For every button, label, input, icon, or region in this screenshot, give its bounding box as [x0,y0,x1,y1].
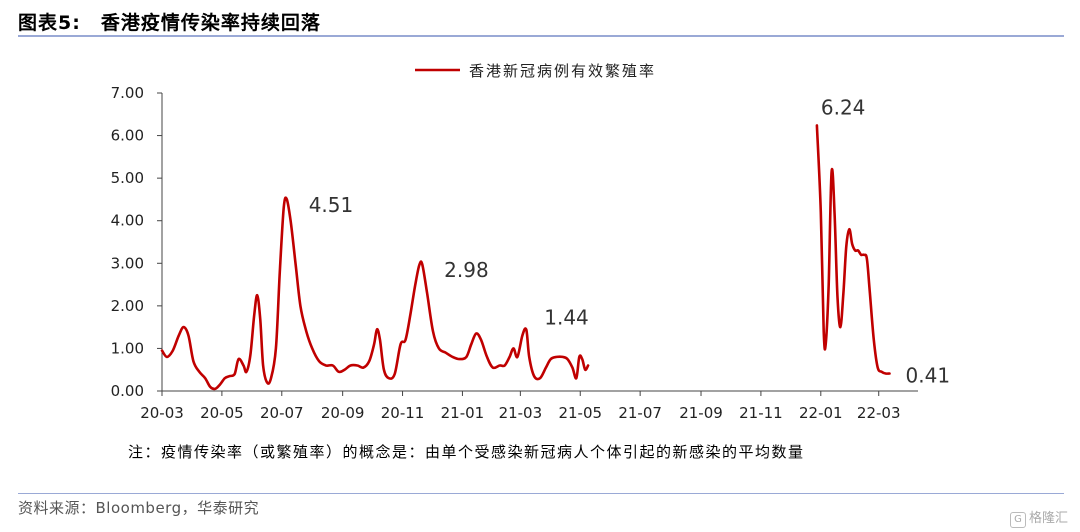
y-tick-label: 0.00 [111,382,144,400]
figure-title: 图表5: 香港疫情传染率持续回落 [18,12,321,34]
series-line-reproduction-rate [815,124,891,375]
x-axis-ticks: 20-03 20-05 20-07 20-09 20-11 21-01 21-03 21-05… [140,391,901,422]
series-lines [160,124,891,391]
x-tick-label: 20-11 [381,404,425,422]
axes [161,93,918,392]
source-divider [18,493,1064,494]
x-tick-label: 20-09 [321,404,365,422]
x-tick-label: 21-05 [558,404,602,422]
watermark-text: 格隆汇 [1028,511,1068,526]
x-tick-label: 21-03 [499,404,543,422]
x-tick-label: 21-01 [441,404,485,422]
peak-label: 6.24 [821,95,866,119]
x-tick-label: 22-03 [857,404,901,422]
y-tick-label: 4.00 [111,212,144,230]
chart-note: 注：疫情传染率（或繁殖率）的概念是：由单个受感染新冠病人个体引起的新感染的平均数… [128,443,805,461]
x-tick-label: 20-07 [260,404,304,422]
peak-annotations: 4.51 2.98 1.44 6.24 0.41 [309,95,950,387]
peak-label: 2.98 [444,258,489,282]
x-tick-label: 20-05 [200,404,244,422]
x-tick-label: 21-11 [739,404,783,422]
x-tick-label: 22-01 [799,404,843,422]
y-tick-label: 7.00 [111,84,144,102]
x-tick-label: 20-03 [140,404,184,422]
series-line-reproduction-rate [160,196,590,391]
y-axis-ticks: 0.00 1.00 2.00 3.00 4.00 5.00 6.00 7.00 [111,84,162,400]
watermark: G 格隆汇 [1009,507,1068,528]
legend: 香港新冠病例有效繁殖率 [415,62,656,80]
watermark-logo-icon: G [1009,512,1026,528]
peak-label: 4.51 [309,193,354,217]
legend-label: 香港新冠病例有效繁殖率 [469,62,656,80]
y-tick-label: 2.00 [111,297,144,315]
y-tick-label: 3.00 [111,254,144,272]
peak-label: 1.44 [544,306,589,330]
source-text: 资料来源：Bloomberg，华泰研究 [18,499,260,517]
x-tick-label: 21-09 [679,404,723,422]
y-tick-label: 5.00 [111,169,144,187]
x-tick-label: 21-07 [618,404,662,422]
y-tick-label: 6.00 [111,127,144,145]
y-tick-label: 1.00 [111,339,144,357]
title-divider [18,35,1064,37]
peak-label: 0.41 [906,364,951,388]
